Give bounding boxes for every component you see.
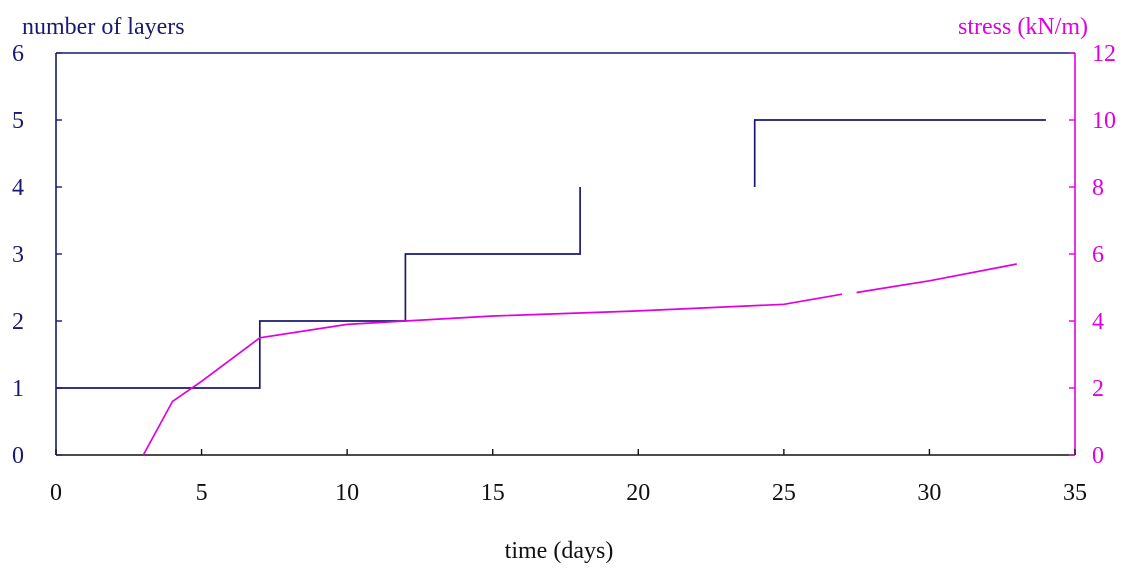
y-right-tick-label: 12 <box>1092 41 1116 67</box>
y-right-tick-label: 2 <box>1092 376 1104 402</box>
layers-line <box>56 187 581 389</box>
y-axis-right-label: stress (kN/m) <box>958 14 1088 40</box>
x-tick-label: 0 <box>50 480 62 506</box>
y-left-tick-label: 0 <box>12 443 24 469</box>
y-right-tick-label: 4 <box>1092 309 1104 335</box>
series-layer <box>56 119 1046 456</box>
y-right-tick-label: 6 <box>1092 242 1104 268</box>
y-left-tick-label: 3 <box>12 242 24 268</box>
x-tick-label: 30 <box>917 480 941 506</box>
layers-line <box>753 119 1046 187</box>
x-tick-label: 25 <box>772 480 796 506</box>
x-tick-label: 35 <box>1063 480 1087 506</box>
y-left-tick-label: 4 <box>12 175 24 201</box>
stress-line <box>142 293 843 456</box>
x-tick-label: 20 <box>626 480 650 506</box>
x-tick-label: 15 <box>481 480 505 506</box>
y-right-tick-label: 10 <box>1092 108 1116 134</box>
y-axis-left-label: number of layers <box>22 14 185 40</box>
x-tick-label: 10 <box>335 480 359 506</box>
stress-line <box>856 263 1017 294</box>
y-right-tick-label: 0 <box>1092 443 1104 469</box>
y-left-tick-label: 5 <box>12 108 24 134</box>
y-left-tick-label: 2 <box>12 309 24 335</box>
y-left-tick-label: 6 <box>12 41 24 67</box>
x-tick-label: 5 <box>196 480 208 506</box>
x-axis-label: time (days) <box>505 538 614 564</box>
y-left-tick-label: 1 <box>12 376 24 402</box>
y-right-tick-label: 8 <box>1092 175 1104 201</box>
